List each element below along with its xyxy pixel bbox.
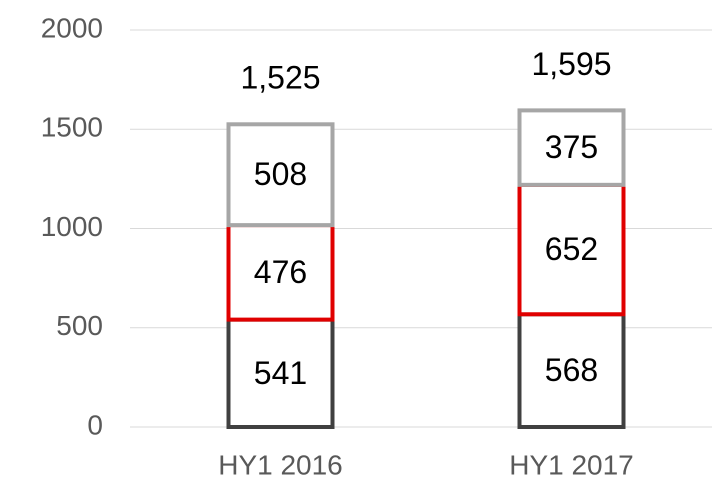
data-label: 375: [545, 129, 598, 165]
data-label: 652: [545, 231, 598, 267]
bar-segment: [226, 317, 335, 430]
y-tick-label: 500: [56, 310, 103, 341]
total-label: 1,595: [531, 46, 611, 82]
data-label: 508: [254, 156, 307, 192]
data-label: 568: [545, 352, 598, 388]
data-label: 476: [254, 254, 307, 290]
y-tick-label: 1500: [41, 112, 103, 143]
bar-segment: [226, 223, 335, 322]
total-label: 1,525: [240, 60, 320, 96]
bar-segment: [226, 122, 335, 228]
bar-segment: [517, 108, 626, 187]
data-label: 541: [254, 355, 307, 391]
x-tick-label: HY1 2017: [509, 449, 634, 480]
x-tick-label: HY1 2016: [218, 449, 343, 480]
y-tick-label: 2000: [41, 12, 103, 43]
y-tick-label: 0: [87, 409, 103, 440]
y-tick-label: 1000: [41, 211, 103, 242]
